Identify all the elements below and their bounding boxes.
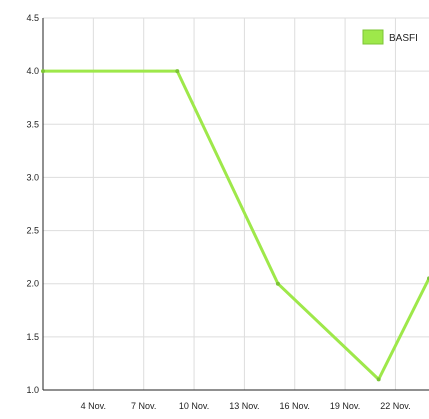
x-tick-label: 4 Nov. (81, 401, 106, 411)
grid (43, 17, 429, 391)
x-tick-label: 10 Nov. (179, 401, 209, 411)
y-tick-label: 1.5 (26, 332, 39, 342)
x-tick-label: 22 Nov. (380, 401, 410, 411)
data-point (376, 377, 381, 382)
y-tick-label: 4.5 (26, 13, 39, 23)
y-tick-label: 1.0 (26, 385, 39, 395)
y-tick-label: 4.0 (26, 66, 39, 76)
y-tick-label: 3.0 (26, 172, 39, 182)
series-layer (41, 69, 429, 382)
axes: 1.0 1.5 2.0 2.5 3.0 3.5 4.0 4.5 4 Nov. 7 Nov. 10 N… (26, 13, 429, 411)
x-tick-label: 7 Nov. (131, 401, 156, 411)
legend-swatch (362, 29, 384, 45)
legend: BASFI (362, 29, 418, 45)
data-point (275, 281, 280, 286)
y-tick-label: 2.5 (26, 226, 39, 236)
x-tick-label: 13 Nov. (229, 401, 259, 411)
x-tick-label: 16 Nov. (280, 401, 310, 411)
data-point (41, 69, 45, 74)
series-line-basfi (41, 69, 429, 381)
y-tick-label: 3.5 (26, 119, 39, 129)
data-point (175, 69, 180, 74)
y-tick-label: 2.0 (26, 279, 39, 289)
x-tick-label: 19 Nov. (330, 401, 360, 411)
legend-label: BASFI (389, 33, 418, 44)
